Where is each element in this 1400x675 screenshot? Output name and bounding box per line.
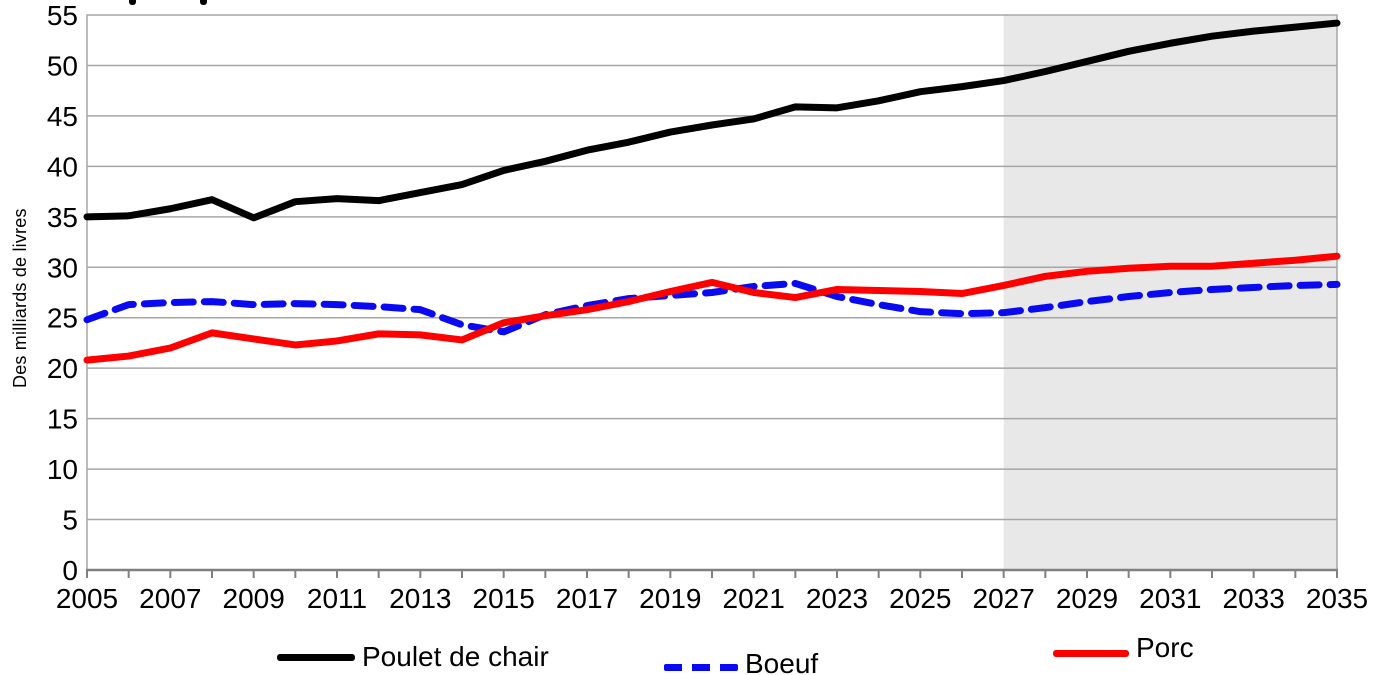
legend-label: Boeuf (745, 648, 819, 675)
series-line-porc (83, 252, 1341, 364)
y-tick-label: 5 (62, 505, 78, 536)
legend-swatch-solid-red (1053, 649, 1129, 657)
y-tick-label: 50 (47, 50, 78, 81)
legend-label: Porc (1136, 632, 1194, 663)
x-tick-label: 2011 (307, 583, 367, 614)
legend-swatch-dashed-blue (664, 663, 738, 671)
cropped-title-fragment (129, 0, 136, 5)
legend-swatch-solid-black (277, 653, 355, 661)
x-tick-label: 2033 (1223, 583, 1285, 614)
x-tick-label: 2005 (56, 583, 118, 614)
x-tick-label: 2007 (139, 583, 201, 614)
cropped-title-fragment (200, 0, 207, 5)
y-tick-label: 40 (47, 151, 78, 182)
x-tick-label: 2029 (1056, 583, 1118, 614)
y-axis-title: Des milliards de livres (10, 208, 30, 388)
y-tick-label: 0 (62, 555, 78, 586)
y-tick-label: 35 (47, 202, 78, 233)
y-tick-label: 45 (47, 101, 78, 132)
x-tick-label: 2023 (806, 583, 868, 614)
y-tick-label: 10 (47, 454, 78, 485)
x-tick-label: 2031 (1139, 583, 1201, 614)
x-tick-label: 2009 (223, 583, 285, 614)
x-tick-label: 2035 (1306, 583, 1368, 614)
x-tick-label: 2025 (889, 583, 951, 614)
x-tick-label: 2017 (556, 583, 618, 614)
legend-item-porc: Porc (1053, 632, 1194, 669)
legend-item-boeuf: Boeuf (664, 648, 818, 675)
y-tick-label: 25 (47, 303, 78, 334)
series-line-boeuf (83, 279, 1341, 336)
x-tick-label: 2015 (473, 583, 535, 614)
x-tick-label: 2021 (723, 583, 785, 614)
x-tick-label: 2027 (973, 583, 1035, 614)
legend-item-poulet-de-chair: Poulet de chair (277, 641, 549, 673)
y-tick-label: 30 (47, 252, 78, 283)
legend-label: Poulet de chair (362, 641, 549, 672)
y-tick-label: 20 (47, 353, 78, 384)
x-tick-label: 2013 (389, 583, 451, 614)
series-line-poulet-de-chair (83, 19, 1341, 222)
y-tick-label: 55 (47, 0, 78, 31)
y-tick-label: 15 (47, 404, 78, 435)
x-tick-label: 2019 (639, 583, 701, 614)
